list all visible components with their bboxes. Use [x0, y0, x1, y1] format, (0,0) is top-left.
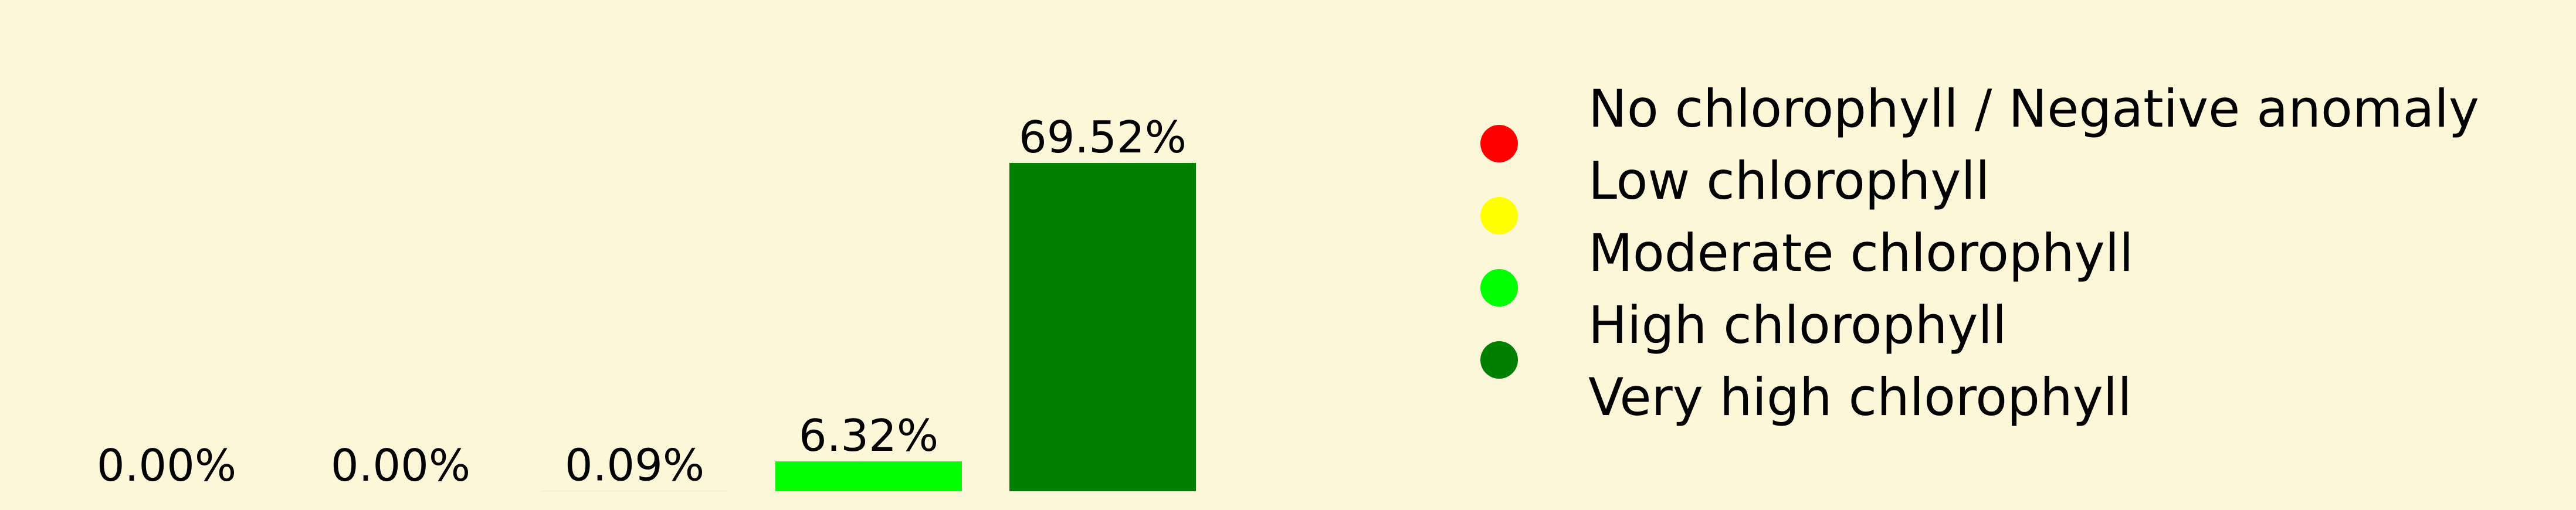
legend-label-5: Very high chlorophyll — [1588, 367, 2132, 427]
legend-marker-3 — [1480, 197, 1518, 234]
legend-label-2: Low chlorophyll — [1588, 151, 1989, 211]
legend-marker-2 — [1480, 125, 1518, 162]
bar-labels-group: 0.00% 0.00% 0.09% 6.32% 69.52% — [97, 111, 1187, 491]
bar-data-label-2: 0.00% — [331, 440, 470, 491]
bars-group — [541, 163, 1196, 491]
bar-data-label-3: 0.09% — [565, 439, 704, 491]
legend-label-4: High chlorophyll — [1588, 295, 2006, 355]
bar-5 — [1009, 163, 1196, 491]
legend: No chlorophyll / Negative anomaly Low chl… — [1480, 53, 2479, 427]
legend-marker-5 — [1480, 341, 1518, 379]
bar-data-label-1: 0.00% — [97, 440, 236, 491]
legend-label-1: No chlorophyll / Negative anomaly — [1588, 79, 2479, 139]
bar-data-label-4: 6.32% — [799, 410, 938, 461]
legend-label-3: Moderate chlorophyll — [1588, 223, 2134, 283]
bar-4 — [775, 461, 962, 491]
legend-marker-1 — [1480, 53, 1518, 90]
bar-data-label-5: 69.52% — [1019, 111, 1187, 163]
legend-marker-4 — [1480, 269, 1518, 307]
